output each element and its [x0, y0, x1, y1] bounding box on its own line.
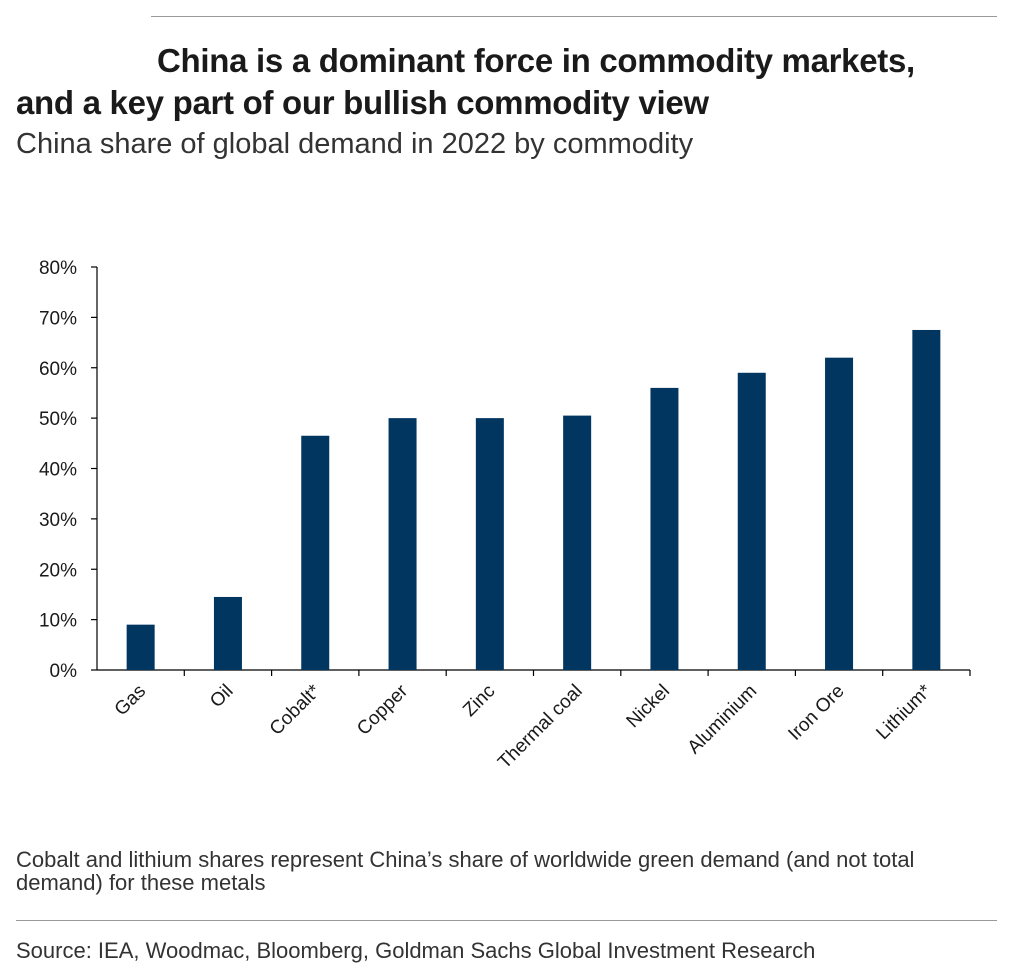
y-tick-label: 60% — [39, 359, 77, 380]
x-tick-label: Aluminium — [684, 681, 762, 759]
y-tick-label: 70% — [39, 308, 77, 329]
bar-chart: 0% 10% 20% 30% 40% 50% 60% 70% 80% Gas Oil Cobalt* C… — [39, 258, 971, 774]
bar — [912, 329, 941, 670]
x-tick-label: Thermal coal — [494, 681, 587, 774]
bar — [475, 418, 504, 670]
footnote: Cobalt and lithium shares represent Chin… — [16, 847, 915, 895]
y-tick-label: 0% — [50, 661, 78, 682]
y-tick-label: 80% — [39, 258, 77, 279]
top-divider — [151, 16, 997, 17]
x-tick-label: Gas — [111, 681, 150, 720]
y-tick-label: 20% — [39, 560, 77, 581]
y-tick-label: 10% — [39, 611, 77, 632]
bar — [388, 418, 417, 670]
x-tick-label: Zinc — [459, 681, 499, 721]
y-tick-label: 30% — [39, 510, 77, 531]
bottom-divider — [16, 920, 997, 921]
bar — [563, 415, 592, 670]
bar — [650, 387, 679, 670]
y-tick-label: 40% — [39, 460, 77, 481]
source-line: Source: IEA, Woodmac, Bloomberg, Goldman… — [16, 938, 816, 963]
bar — [301, 435, 330, 670]
chart-title: China is a dominant force in commodity m… — [16, 42, 915, 121]
bar — [737, 372, 766, 670]
x-tick-label: Iron Ore — [784, 681, 848, 745]
bar — [825, 357, 854, 670]
y-tick-label: 50% — [39, 409, 77, 430]
x-tick-label: Nickel — [623, 681, 674, 732]
bar — [213, 596, 242, 670]
chart-subtitle: China share of global demand in 2022 by … — [16, 128, 694, 160]
bar — [126, 624, 155, 670]
x-tick-label: Oil — [206, 681, 237, 712]
x-tick-label: Lithium* — [872, 680, 936, 744]
x-tick-label: Copper — [353, 680, 412, 739]
x-tick-label: Cobalt* — [266, 680, 325, 739]
